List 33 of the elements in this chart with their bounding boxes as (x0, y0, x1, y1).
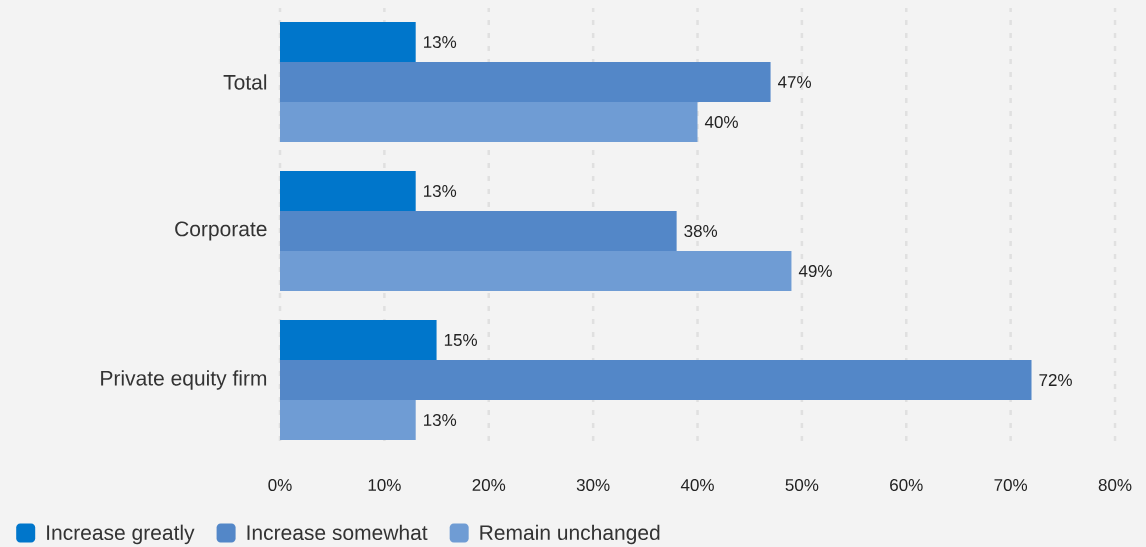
legend-label: Increase somewhat (247, 524, 428, 541)
bar (280, 102, 698, 142)
x-tick-label: 80% (1098, 478, 1132, 492)
y-tick-label: Corporate (175, 221, 267, 241)
legend-label: Remain unchanged (480, 524, 660, 545)
legend-label: Increase greatly (47, 524, 195, 545)
x-tick-label: 50% (785, 478, 819, 492)
data-label: 38% (684, 224, 718, 238)
data-label: 13% (424, 35, 457, 49)
x-tick-label: 60% (890, 478, 923, 492)
data-label: 40% (704, 115, 738, 129)
bar (280, 211, 677, 251)
bar (280, 21, 416, 62)
bar (280, 62, 771, 102)
y-tick-label: Total (223, 74, 267, 90)
data-label: 47% (777, 76, 812, 88)
x-tick-label: 20% (472, 478, 506, 492)
x-tick-label: 10% (368, 478, 401, 492)
bar (280, 400, 416, 440)
bar (280, 320, 437, 360)
data-label: 13% (424, 184, 457, 198)
y-tick-label: Private equity firm (101, 370, 267, 390)
bar (280, 360, 1032, 400)
data-label: 49% (798, 264, 832, 278)
data-label: 13% (424, 413, 457, 427)
bar (280, 171, 416, 211)
x-tick-label: 70% (994, 478, 1028, 492)
bar (280, 251, 792, 291)
x-tick-label: 30% (576, 478, 610, 492)
data-label: 15% (444, 334, 477, 346)
data-label: 72% (1039, 374, 1072, 386)
x-tick-label: 40% (680, 478, 714, 492)
x-tick-label: 0% (268, 478, 292, 492)
